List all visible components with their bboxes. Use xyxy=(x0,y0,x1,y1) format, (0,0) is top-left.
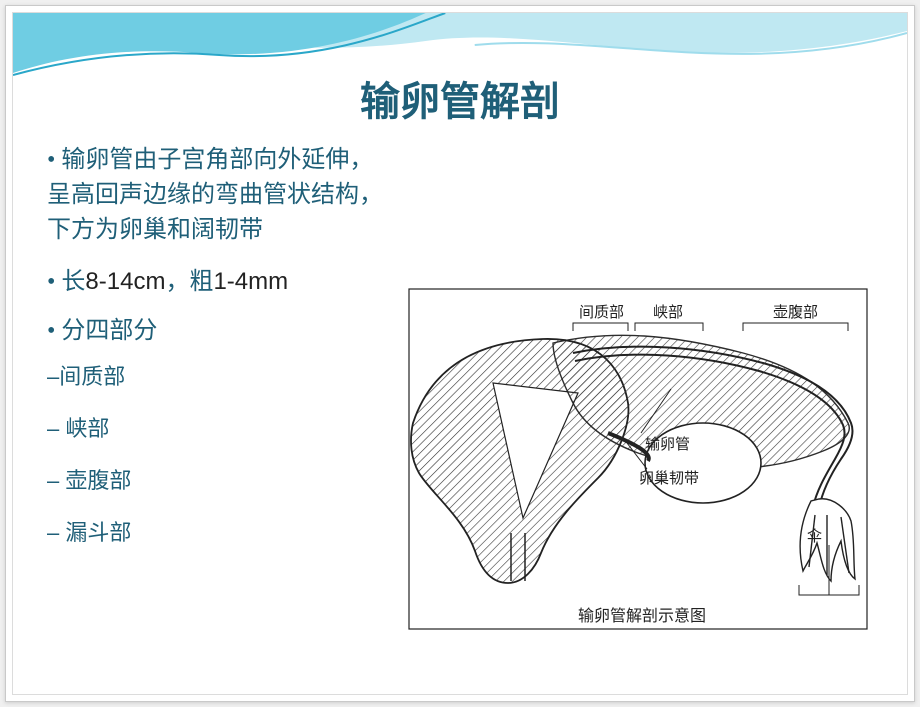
content-area: 输卵管由子宫角部向外延伸， 呈高回声边缘的弯曲管状结构， 下方为卵巢和阔韧带 长… xyxy=(47,143,873,674)
bullet-1-line-2: 呈高回声边缘的弯曲管状结构， xyxy=(47,182,383,208)
bullet-2-num1: 8-14cm xyxy=(85,268,165,295)
label-xia: 峡部 xyxy=(653,304,683,321)
slide-frame: 输卵管解剖 输卵管由子宫角部向外延伸， 呈高回声边缘的弯曲管状结构， 下方为卵巢… xyxy=(5,5,915,702)
bullet-2-mid: ，粗 xyxy=(165,269,213,295)
diagram-caption: 输卵管解剖示意图 xyxy=(578,606,706,625)
slide-title: 输卵管解剖 xyxy=(13,69,907,127)
bullet-1-line-3: 下方为卵巢和阔韧带 xyxy=(47,217,263,243)
bullet-2-num2: 1-4mm xyxy=(213,268,288,295)
label-jianzhi: 间质部 xyxy=(579,304,624,321)
bullet-1-line-1: 输卵管由子宫角部向外延伸， xyxy=(47,147,373,173)
label-san: 伞 xyxy=(807,528,822,545)
bullet-1: 输卵管由子宫角部向外延伸， 呈高回声边缘的弯曲管状结构， 下方为卵巢和阔韧带 xyxy=(47,143,873,247)
anatomy-diagram: 间质部 峡部 壶腹部 xyxy=(403,283,873,653)
bullet-2-prefix: 长 xyxy=(61,269,85,295)
label-hufu: 壶腹部 xyxy=(773,303,818,321)
label-shuluanguan: 输卵管 xyxy=(645,436,690,453)
slide-inner: 输卵管解剖 输卵管由子宫角部向外延伸， 呈高回声边缘的弯曲管状结构， 下方为卵巢… xyxy=(12,12,908,695)
label-luanchao-rendai: 卵巢韧带 xyxy=(639,470,699,487)
